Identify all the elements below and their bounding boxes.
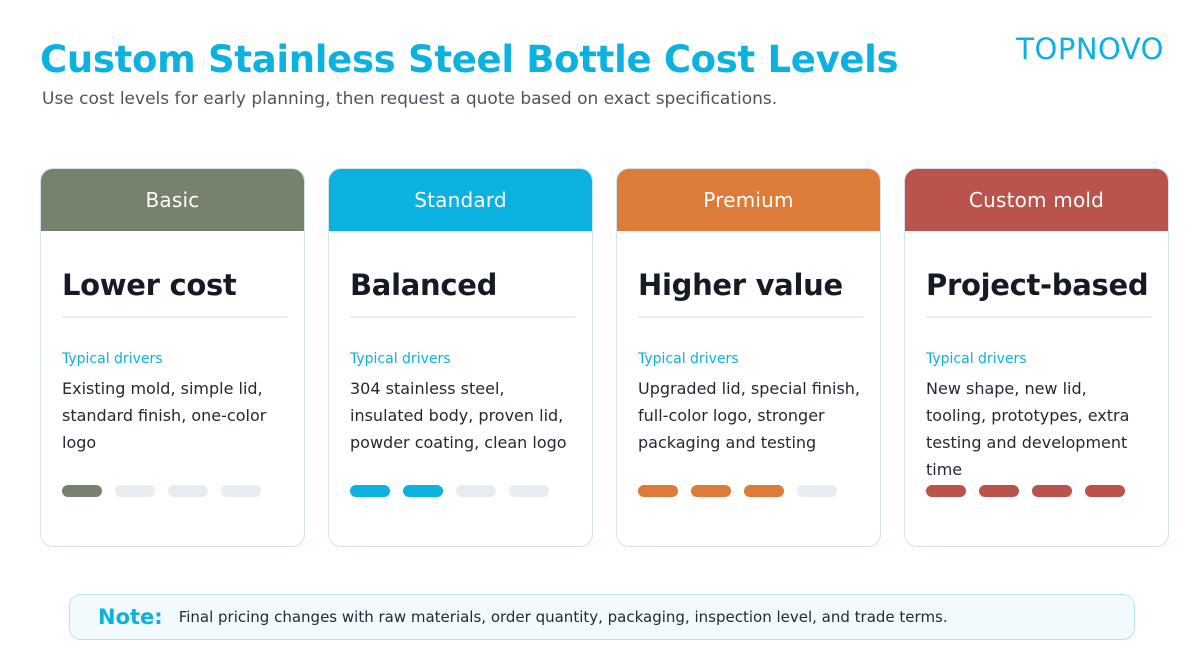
drivers-label: Typical drivers (926, 351, 1027, 367)
note-text: Final pricing changes with raw materials… (178, 608, 948, 626)
level-pill (926, 485, 966, 497)
card-divider (62, 316, 287, 318)
card-title: Higher value (638, 268, 843, 302)
card-divider (926, 316, 1151, 318)
level-pill (509, 485, 549, 497)
drivers-label: Typical drivers (62, 351, 163, 367)
card-tier-label: Basic (145, 188, 200, 212)
card-divider (638, 316, 863, 318)
card-tier-header: Basic (41, 169, 304, 231)
level-pill (350, 485, 390, 497)
level-pill (62, 485, 102, 497)
brand-logo: TOPNOVO (1016, 32, 1164, 66)
cost-card-premium: Premium Higher value Typical drivers Upg… (616, 168, 881, 547)
card-tier-header: Premium (617, 169, 880, 231)
note-label: Note: (98, 605, 163, 629)
level-pill (221, 485, 261, 497)
cost-level-indicator (62, 485, 284, 497)
page-title: Custom Stainless Steel Bottle Cost Level… (40, 38, 899, 81)
card-title: Lower cost (62, 268, 237, 302)
card-title: Project-based (926, 268, 1149, 302)
pricing-note: Note: Final pricing changes with raw mat… (69, 594, 1135, 640)
level-pill (168, 485, 208, 497)
card-tier-header: Standard (329, 169, 592, 231)
cost-card-standard: Standard Balanced Typical drivers 304 st… (328, 168, 593, 547)
cost-card-basic: Basic Lower cost Typical drivers Existin… (40, 168, 305, 547)
drivers-text: New shape, new lid, tooling, prototypes,… (926, 379, 1130, 479)
level-pill (456, 485, 496, 497)
level-pill (403, 485, 443, 497)
level-pill (638, 485, 678, 497)
level-pill (115, 485, 155, 497)
page-subtitle: Use cost levels for early planning, then… (42, 89, 778, 109)
level-pill (744, 485, 784, 497)
cost-level-indicator (638, 485, 860, 497)
card-divider (350, 316, 575, 318)
drivers-text: Existing mold, simple lid, standard fini… (62, 379, 267, 452)
cost-level-indicator (926, 485, 1148, 497)
drivers-label: Typical drivers (638, 351, 739, 367)
drivers-text: 304 stainless steel, insulated body, pro… (350, 379, 567, 452)
level-pill (1085, 485, 1125, 497)
card-tier-label: Custom mold (968, 188, 1105, 212)
level-pill (691, 485, 731, 497)
card-tier-label: Standard (414, 188, 507, 212)
level-pill (979, 485, 1019, 497)
cost-level-indicator (350, 485, 572, 497)
card-title: Balanced (350, 268, 498, 302)
cost-card-custom-mold: Custom mold Project-based Typical driver… (904, 168, 1169, 547)
level-pill (1032, 485, 1072, 497)
drivers-label: Typical drivers (350, 351, 451, 367)
drivers-text: Upgraded lid, special finish, full-color… (638, 379, 861, 452)
level-pill (797, 485, 837, 497)
card-tier-header: Custom mold (905, 169, 1168, 231)
card-tier-label: Premium (703, 188, 794, 212)
